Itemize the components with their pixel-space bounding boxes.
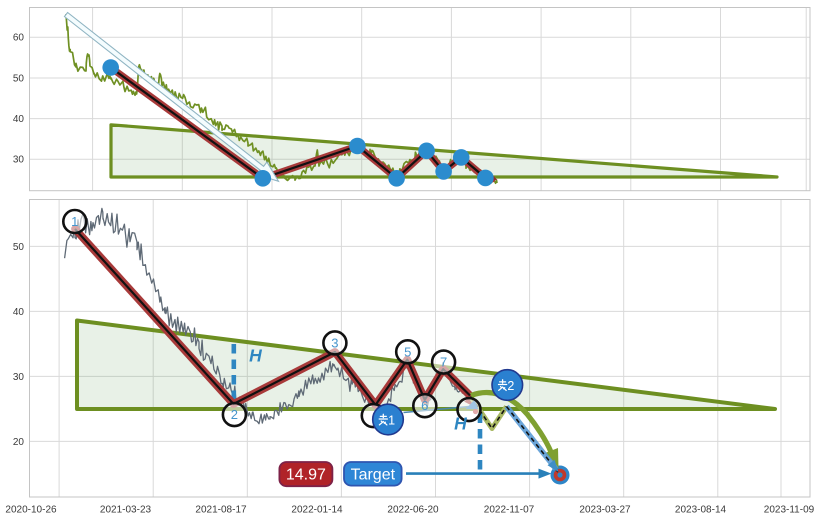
svg-text:30: 30 [13, 372, 25, 383]
svg-text:40: 40 [13, 114, 25, 125]
svg-text:2021-03-23: 2021-03-23 [100, 505, 152, 516]
svg-text:3: 3 [331, 335, 338, 350]
svg-text:2: 2 [231, 407, 238, 422]
svg-text:H: H [249, 346, 262, 366]
svg-text:30: 30 [13, 155, 25, 166]
svg-text:2023-11-09: 2023-11-09 [764, 505, 815, 516]
svg-text:2023-03-27: 2023-03-27 [579, 505, 631, 516]
svg-text:2020-10-26: 2020-10-26 [5, 505, 57, 516]
svg-text:14.97: 14.97 [286, 467, 326, 484]
svg-text:2022-06-20: 2022-06-20 [387, 505, 439, 516]
svg-text:2023-08-14: 2023-08-14 [675, 505, 727, 516]
svg-text:H: H [454, 414, 467, 434]
svg-text:1: 1 [71, 214, 78, 229]
svg-text:7: 7 [440, 355, 447, 370]
svg-text:20: 20 [13, 437, 25, 448]
svg-text:50: 50 [13, 242, 25, 253]
svg-text:50: 50 [13, 74, 25, 85]
svg-text:40: 40 [13, 307, 25, 318]
svg-text:1: 1 [388, 413, 395, 427]
svg-text:2022-11-07: 2022-11-07 [484, 505, 535, 516]
svg-text:Target: Target [351, 466, 396, 483]
svg-text:5: 5 [404, 344, 411, 359]
svg-text:6: 6 [421, 398, 428, 413]
svg-text:60: 60 [13, 33, 25, 44]
svg-text:2022-01-14: 2022-01-14 [291, 505, 343, 516]
svg-text:2: 2 [507, 379, 514, 393]
svg-text:2021-08-17: 2021-08-17 [195, 505, 247, 516]
